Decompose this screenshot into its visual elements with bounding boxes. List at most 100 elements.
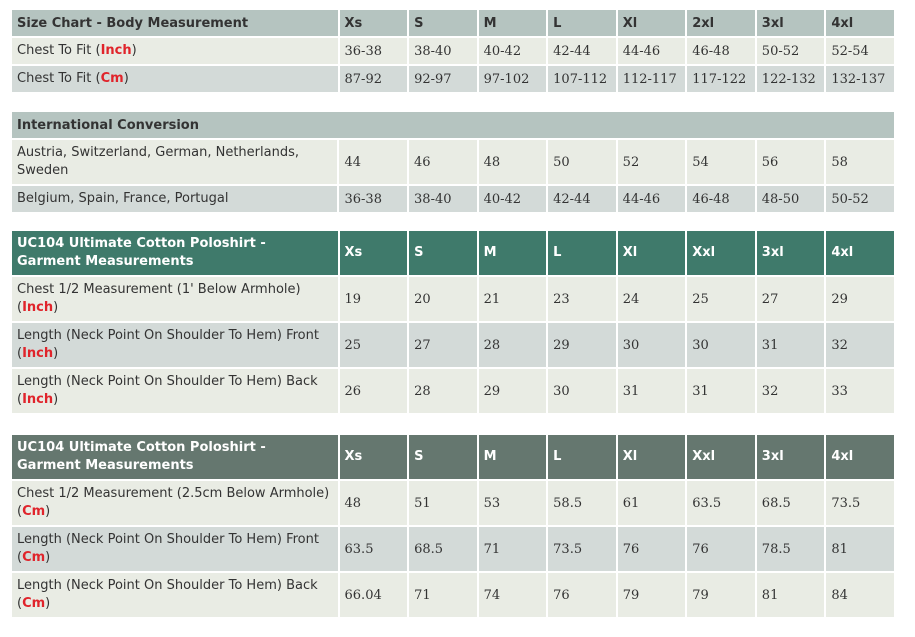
row-label: Length (Neck Point On Shoulder To Hem) F… [12,323,338,367]
table-cell: 66.04 [339,573,408,617]
size-header: L [548,231,616,275]
table-row: Length (Neck Point On Shoulder To Hem) F… [12,527,894,571]
table-cell: 44-46 [617,38,686,64]
table-cell: 33 [826,369,894,413]
table-header-row: UC104 Ultimate Cotton Poloshirt - Garmen… [12,435,894,479]
table-cell: 36-38 [339,186,408,212]
unit-label: Cm [22,550,46,565]
size-header: 4xl [826,10,894,36]
size-header: Xl [617,435,686,479]
table-cell: 20 [409,277,477,321]
size-header: Xxl [687,231,755,275]
table-cell: 46-48 [687,38,755,64]
table-title: Size Chart - Body Measurement [12,10,338,36]
table-cell: 26 [339,369,408,413]
table-title: International Conversion [12,112,894,138]
table-cell: 19 [339,277,408,321]
table-cell: 48 [478,140,547,184]
size-header: Xs [339,231,408,275]
table-cell: 87-92 [339,66,408,92]
table-cell: 68.5 [756,481,825,525]
size-header: M [478,231,547,275]
unit-label: Cm [100,71,124,86]
table-cell: 46 [409,140,477,184]
table-cell: 112-117 [617,66,686,92]
table-cell: 79 [687,573,755,617]
table-cell: 92-97 [409,66,477,92]
table-cell: 74 [478,573,547,617]
size-header: Xs [339,435,408,479]
table-cell: 44 [339,140,408,184]
table-cell: 25 [687,277,755,321]
table-cell: 29 [548,323,616,367]
table-cell: 68.5 [409,527,477,571]
garment-measurements-inch-table: UC104 Ultimate Cotton Poloshirt - Garmen… [10,229,896,415]
table-cell: 29 [478,369,547,413]
size-header: 3xl [756,10,825,36]
table-cell: 81 [826,527,894,571]
international-conversion-table: International Conversion Austria, Switze… [10,110,896,214]
row-label: Length (Neck Point On Shoulder To Hem) B… [12,369,338,413]
table-cell: 79 [617,573,686,617]
table-header-row: Size Chart - Body Measurement Xs S M L X… [12,10,894,36]
unit-label: Inch [22,300,54,315]
table-row: Length (Neck Point On Shoulder To Hem) F… [12,323,894,367]
table-cell: 40-42 [478,38,547,64]
table-cell: 30 [617,323,686,367]
table-header-row: UC104 Ultimate Cotton Poloshirt - Garmen… [12,231,894,275]
table-cell: 122-132 [756,66,825,92]
table-cell: 107-112 [548,66,616,92]
table-header-row: International Conversion [12,112,894,138]
size-header: S [409,10,477,36]
garment-measurements-cm-table: UC104 Ultimate Cotton Poloshirt - Garmen… [10,433,896,619]
table-cell: 78.5 [756,527,825,571]
table-cell: 132-137 [826,66,894,92]
table-cell: 58 [826,140,894,184]
table-cell: 76 [687,527,755,571]
table-cell: 71 [478,527,547,571]
row-label: Austria, Switzerland, German, Netherland… [12,140,338,184]
size-header: Xs [339,10,408,36]
table-cell: 44-46 [617,186,686,212]
size-header: Xl [617,10,686,36]
table-cell: 50-52 [826,186,894,212]
table-cell: 56 [756,140,825,184]
table-cell: 52 [617,140,686,184]
size-header: 4xl [826,435,894,479]
table-cell: 117-122 [687,66,755,92]
table-cell: 31 [756,323,825,367]
row-label: Belgium, Spain, France, Portugal [12,186,338,212]
row-label: Chest 1/2 Measurement (1' Below Armhole)… [12,277,338,321]
unit-label: Inch [100,43,132,58]
table-cell: 21 [478,277,547,321]
size-header: L [548,435,616,479]
table-cell: 29 [826,277,894,321]
table-row: Length (Neck Point On Shoulder To Hem) B… [12,573,894,617]
table-cell: 76 [617,527,686,571]
table-title: UC104 Ultimate Cotton Poloshirt - Garmen… [12,231,338,275]
unit-label: Inch [22,346,54,361]
table-row: Chest 1/2 Measurement (1' Below Armhole)… [12,277,894,321]
table-cell: 63.5 [687,481,755,525]
table-cell: 81 [756,573,825,617]
table-cell: 42-44 [548,38,616,64]
size-header: 2xl [687,10,755,36]
row-label: Length (Neck Point On Shoulder To Hem) F… [12,527,338,571]
table-cell: 30 [687,323,755,367]
table-cell: 50 [548,140,616,184]
table-cell: 58.5 [548,481,616,525]
table-cell: 38-40 [409,38,477,64]
table-cell: 61 [617,481,686,525]
table-title: UC104 Ultimate Cotton Poloshirt - Garmen… [12,435,338,479]
row-label: Length (Neck Point On Shoulder To Hem) B… [12,573,338,617]
table-cell: 32 [826,323,894,367]
table-cell: 24 [617,277,686,321]
table-cell: 84 [826,573,894,617]
table-cell: 28 [409,369,477,413]
body-measurement-table: Size Chart - Body Measurement Xs S M L X… [10,8,896,94]
table-cell: 25 [339,323,408,367]
row-label: Chest To Fit (Cm) [12,66,338,92]
size-header: S [409,231,477,275]
table-cell: 42-44 [548,186,616,212]
table-cell: 54 [687,140,755,184]
